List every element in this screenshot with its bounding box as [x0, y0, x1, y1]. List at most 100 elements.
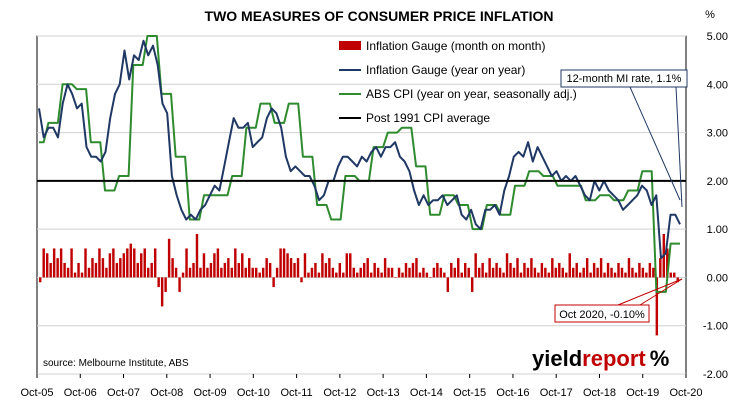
bar-mom — [411, 262, 415, 278]
legend: Inflation Gauge (month on month) Inflati… — [339, 39, 577, 125]
bar-mom — [146, 267, 150, 278]
bar-mom — [470, 277, 474, 292]
bar-mom — [537, 272, 540, 278]
bar-mom — [631, 267, 634, 278]
bar-mom — [42, 248, 45, 278]
bar-mom — [45, 253, 49, 278]
bar-mom — [223, 262, 227, 278]
bar-mom — [279, 248, 282, 278]
lines-layer — [37, 35, 686, 293]
y-tick-label: 3.00 — [707, 128, 728, 140]
bar-mom — [188, 267, 192, 278]
annotation-mi-rate-text: 12-month MI rate, 1.1% — [567, 73, 682, 85]
y-tick-label: 2.00 — [707, 176, 728, 188]
bar-mom — [359, 267, 362, 278]
y-tick-label: 0.00 — [707, 272, 728, 284]
logo-yield: yield — [532, 346, 582, 371]
bar-mom — [331, 267, 335, 278]
bar-mom — [171, 258, 174, 278]
bar-mom — [352, 267, 355, 278]
bar-mom — [547, 272, 551, 278]
bar-mom — [77, 262, 80, 278]
bar-mom — [66, 267, 70, 278]
bar-mom — [645, 272, 648, 278]
bar-mom — [610, 267, 613, 278]
x-tick-label: Oct-19 — [626, 387, 659, 399]
logo-percent: % — [650, 346, 670, 371]
bar-mom — [265, 258, 268, 278]
x-tick-label: Oct-05 — [20, 387, 53, 399]
bar-mom — [136, 262, 139, 278]
bar-mom — [387, 267, 390, 278]
bar-mom — [641, 267, 645, 278]
bar-mom — [443, 272, 446, 278]
y-tick-label: 4.00 — [707, 79, 728, 91]
bar-mom — [209, 262, 213, 278]
annotation-oct-2020-pointer-2 — [639, 278, 683, 306]
bar-mom — [572, 267, 575, 278]
annotation-oct-2020-text: Oct 2020, -0.10% — [559, 309, 645, 321]
bar-mom — [561, 267, 564, 278]
bar-mom — [129, 243, 133, 278]
bar-mom — [376, 267, 380, 278]
bar-mom — [457, 258, 460, 278]
bar-mom — [192, 262, 195, 278]
bar-mom — [362, 262, 366, 278]
bar-mom — [87, 267, 91, 278]
y-unit-label: % — [705, 9, 715, 21]
bar-mom — [119, 258, 122, 278]
bar-mom — [523, 262, 526, 278]
bar-mom — [540, 262, 544, 278]
bar-mom — [530, 258, 533, 278]
bar-mom — [213, 253, 216, 278]
bar-mom — [349, 253, 352, 278]
bar-mom — [397, 267, 401, 278]
annotation-oct-2020-box — [554, 304, 650, 323]
bar-mom — [589, 272, 592, 278]
bar-mom — [342, 272, 345, 278]
bar-mom — [432, 267, 436, 278]
bar-mom — [174, 267, 178, 278]
bar-mom — [268, 262, 272, 278]
bar-mom — [439, 267, 443, 278]
bar-mom — [153, 248, 157, 278]
bar-mom — [467, 267, 470, 278]
y-tick-label: -1.00 — [703, 321, 728, 333]
bar-mom — [544, 267, 547, 278]
bar-mom — [181, 272, 185, 278]
bar-mom — [422, 267, 425, 278]
bar-mom — [150, 262, 153, 278]
x-tick-label: Oct-17 — [540, 387, 573, 399]
bar-mom — [39, 277, 42, 283]
bar-mom — [484, 272, 488, 278]
bar-mom — [578, 272, 582, 278]
bar-mom — [178, 277, 181, 292]
bar-mom — [300, 277, 303, 283]
bar-mom — [310, 267, 314, 278]
y-ticks: 5.00 4.00 3.00 2.00 1.00 0.00 -1.00 -2.00 — [703, 31, 728, 381]
bar-mom — [488, 258, 491, 278]
bar-mom — [558, 262, 561, 278]
bar-mom — [495, 262, 498, 278]
bar-mom — [429, 277, 432, 278]
bar-mom — [244, 267, 247, 278]
bar-mom — [122, 253, 126, 278]
source-note: source: Melbourne Institute, ABS — [43, 358, 189, 369]
annotation-oct-2020-pointer — [617, 278, 683, 306]
legend-swatch-mom — [339, 41, 361, 50]
bar-mom — [70, 248, 73, 278]
bar-mom — [627, 258, 631, 278]
bar-mom — [582, 267, 585, 278]
x-tick-label: Oct-09 — [194, 387, 227, 399]
bars-layer — [39, 233, 679, 336]
bar-mom — [108, 253, 112, 278]
bar-mom — [554, 267, 558, 278]
bar-mom — [338, 262, 342, 278]
bar-mom — [617, 262, 620, 278]
bar-mom — [394, 277, 397, 278]
bar-mom — [237, 262, 241, 278]
bar-mom — [401, 272, 404, 278]
bar-mom — [345, 253, 349, 278]
